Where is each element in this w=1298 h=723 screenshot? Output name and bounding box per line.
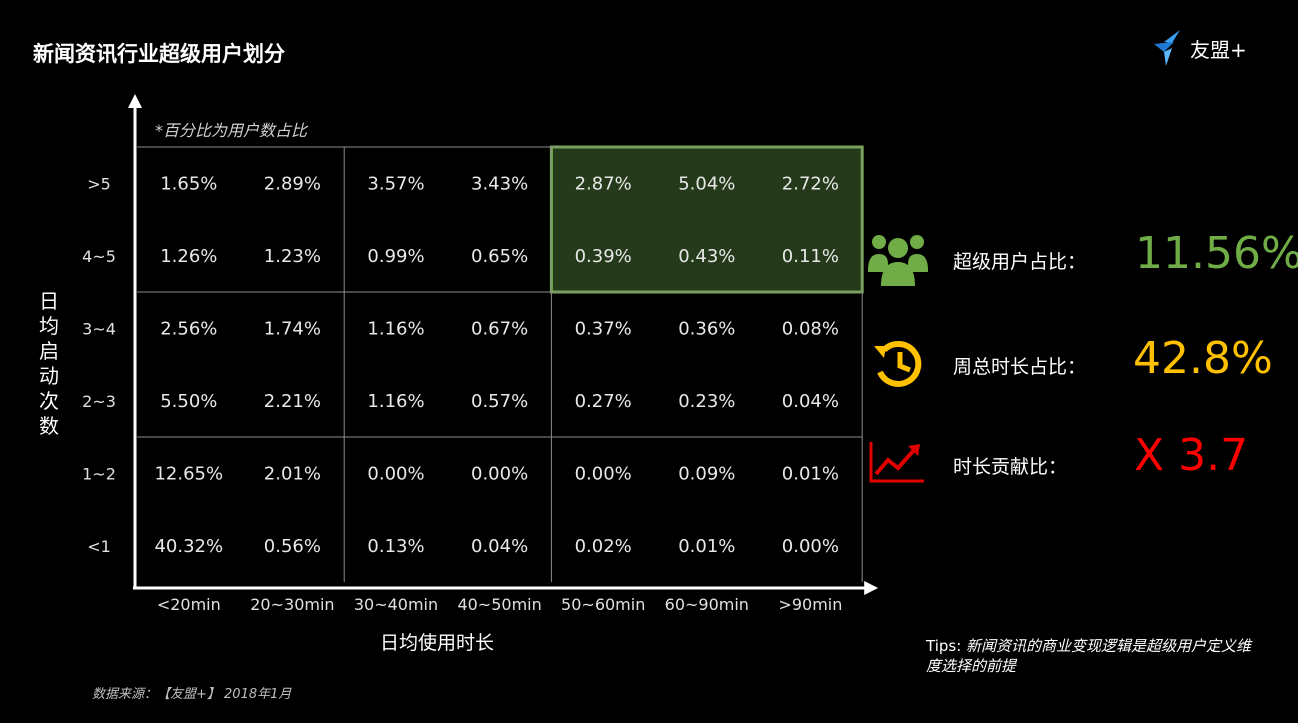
cell-value: 0.99% xyxy=(367,246,424,267)
chart-note: *百分比为用户数占比 xyxy=(155,121,308,140)
cell-value: 12.65% xyxy=(154,463,223,484)
super-user-share-value: 11.56% xyxy=(1135,228,1298,279)
tips-note: Tips: 新闻资讯的商业变现逻辑是超级用户定义维度选择的前提 xyxy=(926,636,1266,676)
cell-value: 5.50% xyxy=(160,391,217,412)
cell-value: 0.00% xyxy=(471,463,528,484)
super-user-share-row xyxy=(866,228,930,288)
weekly-time-share-label: 周总时长占比： xyxy=(953,356,1087,378)
time-contribution-row xyxy=(868,440,926,484)
x-tick-label: >90min xyxy=(778,595,842,614)
x-tick-label: 40~50min xyxy=(457,595,541,614)
y-tick-label: >5 xyxy=(87,174,111,193)
cell-value: 0.11% xyxy=(782,246,839,267)
cell-value: 2.72% xyxy=(782,173,839,194)
cell-value: 0.08% xyxy=(782,318,839,339)
cell-value: 0.67% xyxy=(471,318,528,339)
cell-value: 1.23% xyxy=(264,246,321,267)
cell-value: 2.01% xyxy=(264,463,321,484)
y-tick-label: 4~5 xyxy=(82,247,116,266)
cell-value: 3.43% xyxy=(471,173,528,194)
cell-value: 0.04% xyxy=(782,391,839,412)
cell-value: 0.36% xyxy=(678,318,735,339)
cell-value: 2.56% xyxy=(160,318,217,339)
data-source: 数据来源：【友盟+】 2018年1月 xyxy=(92,687,292,702)
cell-value: 0.37% xyxy=(575,318,632,339)
y-tick-label: 1~2 xyxy=(82,464,116,483)
cell-value: 2.21% xyxy=(264,391,321,412)
weekly-time-share-row xyxy=(870,338,926,390)
cell-value: 0.01% xyxy=(678,536,735,557)
weekly-time-share-value: 42.8% xyxy=(1133,333,1273,384)
cell-value: 0.00% xyxy=(575,463,632,484)
cell-value: 0.01% xyxy=(782,463,839,484)
cell-value: 0.04% xyxy=(471,536,528,557)
cell-value: 1.65% xyxy=(160,173,217,194)
cell-value: 0.27% xyxy=(575,391,632,412)
super-user-share-label: 超级用户占比： xyxy=(953,251,1087,273)
cell-value: 0.00% xyxy=(782,536,839,557)
cell-value: 0.57% xyxy=(471,391,528,412)
cell-value: 0.43% xyxy=(678,246,735,267)
trend-up-chart-icon xyxy=(869,442,924,483)
y-tick-label: <1 xyxy=(87,537,111,556)
cell-value: 0.13% xyxy=(367,536,424,557)
x-tick-label: 30~40min xyxy=(354,595,438,614)
x-tick-label: 20~30min xyxy=(250,595,334,614)
cell-value: 2.89% xyxy=(264,173,321,194)
cell-value: 0.39% xyxy=(575,246,632,267)
cell-value: 40.32% xyxy=(154,536,223,557)
cell-value: 0.23% xyxy=(678,391,735,412)
x-axis-arrow xyxy=(864,581,879,595)
highlight-region xyxy=(549,145,864,294)
x-tick-label: <20min xyxy=(157,595,221,614)
cell-value: 0.09% xyxy=(678,463,735,484)
tips-prefix: Tips: xyxy=(926,637,967,655)
y-tick-label: 2~3 xyxy=(82,392,116,411)
cell-value: 0.00% xyxy=(367,463,424,484)
time-contribution-label: 时长贡献比： xyxy=(953,456,1068,478)
logo-text: 友盟+ xyxy=(1190,37,1247,62)
y-axis-label: 日均启动次数 xyxy=(39,289,59,438)
brand-logo: 友盟+ xyxy=(1150,28,1247,68)
users-icon xyxy=(868,235,928,286)
tips-body: 新闻资讯的商业变现逻辑是超级用户定义维度选择的前提 xyxy=(926,637,1252,675)
time-contribution-value: X 3.7 xyxy=(1134,430,1249,481)
cell-value: 0.02% xyxy=(575,536,632,557)
cell-value: 0.65% xyxy=(471,246,528,267)
cell-value: 0.56% xyxy=(264,536,321,557)
umeng-bird-icon xyxy=(1154,30,1180,66)
cell-value: 3.57% xyxy=(367,173,424,194)
cell-value: 1.74% xyxy=(264,318,321,339)
page-title: 新闻资讯行业超级用户划分 xyxy=(33,42,285,66)
cell-value: 5.04% xyxy=(678,173,735,194)
cell-value: 2.87% xyxy=(575,173,632,194)
y-axis-arrow xyxy=(128,94,142,108)
x-tick-label: 50~60min xyxy=(561,595,645,614)
cell-value: 1.16% xyxy=(367,391,424,412)
cell-value: 1.16% xyxy=(367,318,424,339)
time-history-icon xyxy=(874,341,922,387)
x-tick-label: 60~90min xyxy=(665,595,749,614)
x-axis-label: 日均使用时长 xyxy=(380,632,495,654)
cell-value: 1.26% xyxy=(160,246,217,267)
y-tick-label: 3~4 xyxy=(82,319,116,338)
